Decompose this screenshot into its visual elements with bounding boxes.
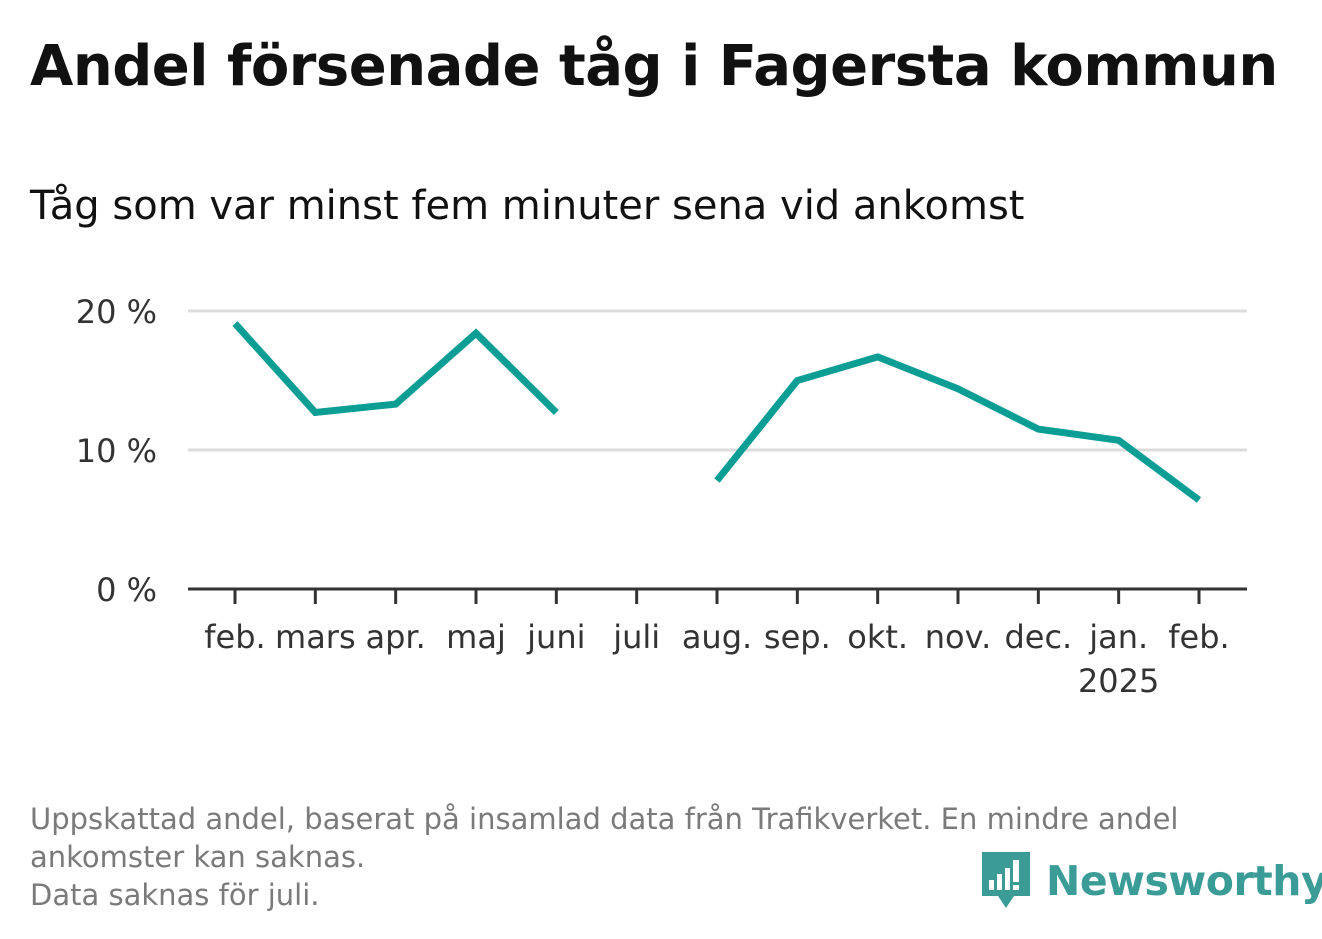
y-tick-label: 10 % <box>76 432 157 470</box>
y-tick-label: 0 % <box>96 571 157 609</box>
footnote-line-2: ankomster kan saknas. <box>30 840 366 874</box>
x-tick-label: maj <box>446 618 506 656</box>
series-line <box>232 321 559 417</box>
series-line <box>714 353 1202 503</box>
newsworthy-logo: Newsworthy <box>980 850 1322 912</box>
x-tick-label: sep. <box>764 618 831 656</box>
page-title: Andel försenade tåg i Fagersta kommun <box>30 34 1278 99</box>
line-chart: 0 % 10 % 20 % feb. mars apr. maj juni juli aug. se… <box>76 293 1247 700</box>
x-tick-label: okt. <box>847 618 908 656</box>
y-tick-label: 20 % <box>76 293 157 331</box>
x-tick-label: apr. <box>366 618 426 656</box>
footnote-line-1: Uppskattad andel, baserat på insamlad da… <box>30 802 1179 836</box>
x-tick-label: juni <box>526 618 585 656</box>
chart-subtitle: Tåg som var minst fem minuter sena vid a… <box>30 183 1025 229</box>
newsworthy-logo-icon <box>982 852 1030 908</box>
x-tick-label: feb. <box>204 618 265 656</box>
x-tick-label: aug. <box>682 618 752 656</box>
x-tick-label: juli <box>612 618 660 656</box>
x-tick-label: jan. <box>1088 618 1148 656</box>
footnote: Uppskattad andel, baserat på insamlad da… <box>30 800 1280 914</box>
logo-text: Newsworthy <box>1046 857 1322 905</box>
footnote-line-3: Data saknas för juli. <box>30 878 320 912</box>
x-tick-label: nov. <box>925 618 991 656</box>
x-year-label: 2025 <box>1078 662 1159 700</box>
x-tick-label: dec. <box>1004 618 1072 656</box>
x-tick-label: feb. <box>1168 618 1229 656</box>
x-tick-label: mars <box>275 618 356 656</box>
